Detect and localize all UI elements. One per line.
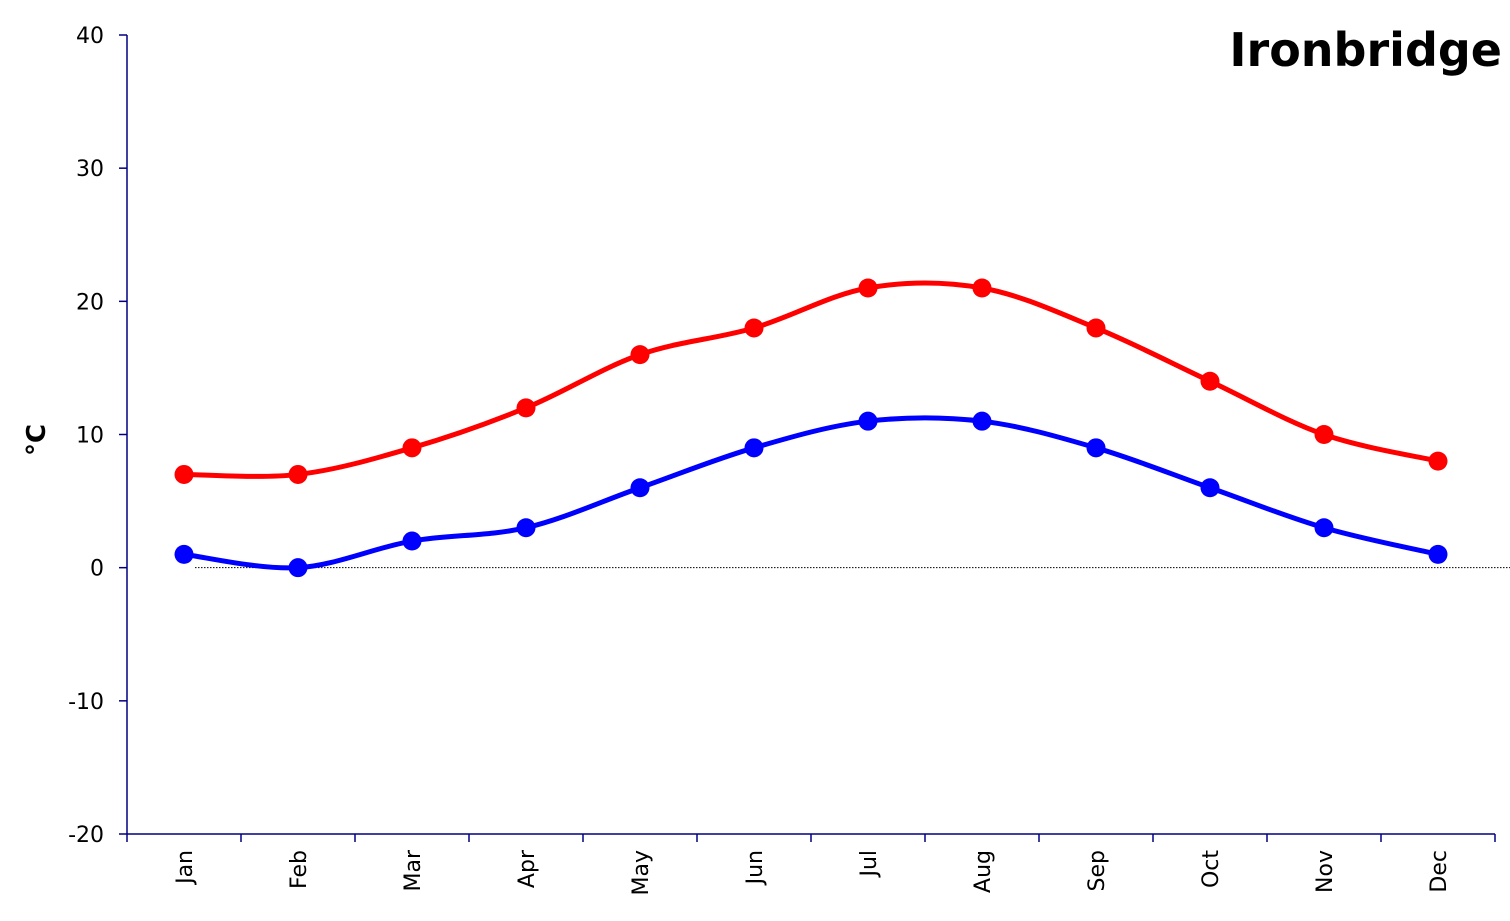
y-tick-label: -10 (68, 690, 104, 715)
x-tick-label: Sep (1085, 850, 1110, 891)
x-tick-label: Jun (743, 850, 768, 886)
data-point (1200, 478, 1220, 498)
data-point (630, 478, 650, 498)
data-point (1314, 518, 1334, 538)
x-tick-label: Oct (1199, 850, 1224, 888)
data-point (174, 544, 194, 564)
data-point (858, 278, 878, 298)
series-0 (174, 278, 1448, 484)
y-tick-label: 10 (76, 424, 104, 449)
x-tick-label: Jan (173, 850, 198, 886)
x-tick-label: Aug (971, 850, 996, 893)
x-tick-label: Apr (515, 849, 540, 888)
data-point (1428, 544, 1448, 564)
series-1 (174, 411, 1448, 578)
y-tick-label: 20 (76, 290, 104, 315)
series-line (181, 415, 1441, 571)
data-point (1314, 425, 1334, 444)
data-point (516, 518, 536, 538)
data-point (288, 464, 308, 484)
data-point (174, 464, 194, 484)
x-tick-label: Nov (1313, 850, 1338, 893)
data-point (288, 558, 308, 578)
data-point (402, 438, 422, 458)
data-point (744, 318, 764, 338)
data-point (516, 398, 536, 418)
chart-title: Ironbridge (1229, 23, 1502, 77)
series-line (181, 280, 1441, 479)
x-tick-label: May (629, 850, 654, 895)
data-point (858, 411, 878, 431)
data-point (630, 345, 650, 365)
y-tick-label: -20 (68, 823, 104, 848)
data-point (1428, 451, 1448, 471)
data-point (1086, 318, 1106, 338)
y-tick-label: 40 (76, 24, 104, 49)
data-point (1200, 371, 1220, 391)
data-point (972, 278, 992, 298)
x-tick-label: Jul (857, 850, 882, 879)
x-tick-label: Dec (1427, 850, 1452, 893)
data-point (402, 531, 422, 551)
data-point (972, 411, 992, 431)
x-tick-label: Mar (401, 849, 426, 891)
y-tick-label: 0 (90, 557, 104, 582)
y-axis-label: °C (22, 424, 52, 456)
y-tick-label: 30 (76, 157, 104, 182)
data-point (744, 438, 764, 458)
x-tick-label: Feb (287, 850, 312, 889)
data-point (1086, 438, 1106, 458)
